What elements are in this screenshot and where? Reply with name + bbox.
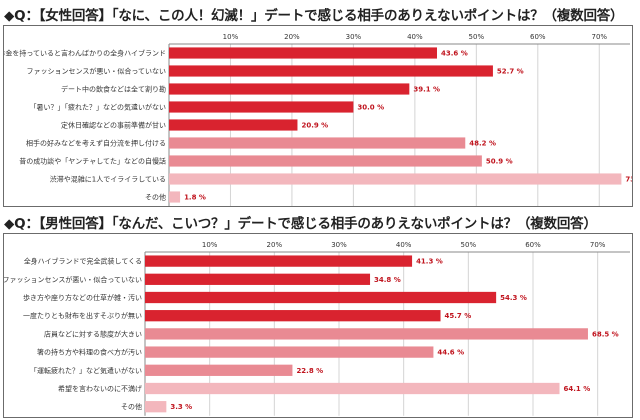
value-label: 41.3 %	[416, 258, 443, 266]
category-label: その他	[121, 402, 142, 411]
x-tick-label: 20%	[267, 241, 283, 249]
bar	[169, 83, 410, 95]
value-label: 39.1 %	[413, 86, 440, 94]
bar	[169, 155, 482, 167]
x-tick-label: 20%	[284, 33, 300, 41]
x-tick-label: 10%	[223, 33, 239, 41]
bar	[169, 65, 493, 77]
x-tick-label: 10%	[202, 241, 218, 249]
value-label: 1.8 %	[184, 194, 206, 202]
bar	[145, 401, 167, 413]
bar	[145, 310, 441, 322]
category-label: その他	[145, 193, 166, 202]
x-tick-label: 30%	[331, 241, 347, 249]
category-label: デート中の飲食などは全て割り勘	[61, 85, 166, 94]
category-label: 箸の持ち方や料理の食べ方が汚い	[37, 348, 142, 357]
category-label: お金を持っていると言わんばかりの全身ハイブランド	[4, 49, 166, 58]
value-label: 3.3 %	[170, 403, 192, 411]
bar-chart-male: 10% 20% 30% 40% 50% 60% 70% 全身ハイブランドで完全武装してくる 41…	[4, 241, 630, 416]
category-label: 昔の成功談や「ヤンチャしてた」などの自慢話	[19, 157, 166, 166]
x-tick-label: 50%	[461, 241, 477, 249]
category-label: 希望を言わないのに不満げ	[58, 384, 142, 393]
value-label: 73.6 %	[625, 176, 632, 184]
bar	[169, 119, 298, 131]
category-label: ファッションセンスが悪い・似合っていない	[26, 67, 166, 76]
bar	[169, 191, 181, 203]
chart-panel-male: 10% 20% 30% 40% 50% 60% 70% 全身ハイブランドで完全武装してくる 41…	[3, 233, 633, 418]
bar	[145, 364, 293, 376]
value-label: 20.9 %	[301, 122, 328, 130]
category-label: 定休日確認などの事前準備が甘い	[61, 121, 166, 130]
x-tick-label: 70%	[590, 241, 606, 249]
value-label: 44.6 %	[437, 349, 464, 357]
bar	[145, 346, 434, 358]
bar	[145, 382, 560, 395]
x-tick-label: 40%	[396, 241, 412, 249]
category-label: 歩き方や座り方などの仕草が雑・汚い	[23, 293, 142, 302]
bar	[145, 328, 588, 340]
bar	[169, 47, 437, 59]
value-label: 30.0 %	[357, 104, 384, 112]
bar	[145, 273, 371, 285]
category-label: 「運転疲れた？」など気遣いがない	[30, 366, 142, 375]
value-label: 34.8 %	[374, 276, 401, 284]
value-label: 45.7 %	[445, 312, 472, 320]
value-label: 68.5 %	[592, 330, 619, 338]
value-label: 43.6 %	[441, 50, 468, 58]
bar	[169, 137, 466, 149]
category-label: 全身ハイブランドで完全武装してくる	[24, 257, 142, 266]
x-tick-label: 60%	[530, 33, 546, 41]
x-tick-label: 60%	[525, 241, 541, 249]
chart-panel-female: 10% 20% 30% 40% 50% 60% 70% お金を持っていると言わんばかりの全身ハ…	[3, 25, 633, 207]
x-tick-label: 50%	[469, 33, 485, 41]
category-label: 「暑い？」「疲れた？」などの気遣いがない	[30, 103, 167, 112]
value-label: 64.1 %	[564, 385, 591, 393]
x-tick-label: 70%	[591, 33, 607, 41]
bar	[145, 255, 413, 267]
bar	[169, 101, 354, 113]
category-label: ファッションセンスが悪い・似合っていない	[4, 275, 142, 284]
value-label: 22.8 %	[296, 367, 323, 375]
category-label: 相手の好みなどを考えず自分流を押し付ける	[26, 139, 166, 148]
value-label: 52.7 %	[497, 68, 524, 76]
chart-title-female: ◆Q：【女性回答】「なに、この人！幻滅！」デートで感じる相手のありえないポイント…	[4, 8, 624, 24]
bar	[169, 173, 622, 185]
x-tick-label: 40%	[407, 33, 423, 41]
category-label: 店員などに対する態度が大きい	[44, 329, 142, 338]
chart-title-male: ◆Q：【男性回答】「なんだ、こいつ？」デートで感じる相手のありえないポイントは？…	[4, 216, 597, 232]
x-tick-label: 30%	[346, 33, 362, 41]
value-label: 48.2 %	[469, 140, 496, 148]
value-label: 50.9 %	[486, 158, 513, 166]
bar	[145, 291, 497, 304]
value-label: 54.3 %	[500, 294, 527, 302]
category-label: 一度たりとも財布を出すそぶりが無い	[23, 311, 142, 320]
bar-chart-female: 10% 20% 30% 40% 50% 60% 70% お金を持っていると言わんばかりの全身ハ…	[4, 33, 632, 206]
category-label: 渋滞や混雑に1人でイライラしている	[50, 175, 166, 184]
